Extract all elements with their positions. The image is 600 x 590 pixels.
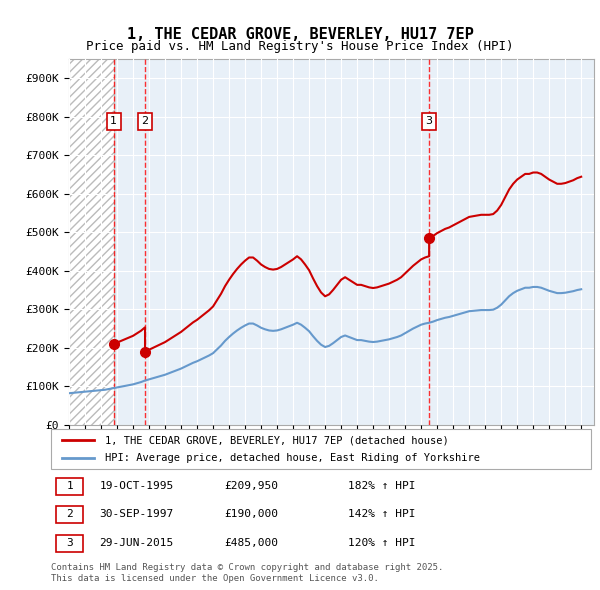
Text: 2: 2 <box>142 116 149 126</box>
Text: 19-OCT-1995: 19-OCT-1995 <box>100 481 174 491</box>
Text: 1: 1 <box>110 116 118 126</box>
Text: Price paid vs. HM Land Registry's House Price Index (HPI): Price paid vs. HM Land Registry's House … <box>86 40 514 53</box>
Text: 1, THE CEDAR GROVE, BEVERLEY, HU17 7EP: 1, THE CEDAR GROVE, BEVERLEY, HU17 7EP <box>127 27 473 41</box>
Text: 2: 2 <box>67 509 73 519</box>
Text: 3: 3 <box>67 538 73 548</box>
Text: 142% ↑ HPI: 142% ↑ HPI <box>348 509 415 519</box>
Text: £485,000: £485,000 <box>224 538 278 548</box>
Text: 182% ↑ HPI: 182% ↑ HPI <box>348 481 415 491</box>
Text: 1, THE CEDAR GROVE, BEVERLEY, HU17 7EP (detached house): 1, THE CEDAR GROVE, BEVERLEY, HU17 7EP (… <box>105 435 449 445</box>
Text: HPI: Average price, detached house, East Riding of Yorkshire: HPI: Average price, detached house, East… <box>105 453 480 463</box>
FancyBboxPatch shape <box>56 506 83 523</box>
Text: £190,000: £190,000 <box>224 509 278 519</box>
Bar <box>69 59 114 425</box>
Text: 120% ↑ HPI: 120% ↑ HPI <box>348 538 415 548</box>
Text: 3: 3 <box>425 116 433 126</box>
Text: 29-JUN-2015: 29-JUN-2015 <box>100 538 174 548</box>
Bar <box>69 59 114 425</box>
Text: 1: 1 <box>67 481 73 491</box>
FancyBboxPatch shape <box>56 535 83 552</box>
Text: 30-SEP-1997: 30-SEP-1997 <box>100 509 174 519</box>
FancyBboxPatch shape <box>56 478 83 495</box>
Text: £209,950: £209,950 <box>224 481 278 491</box>
FancyBboxPatch shape <box>51 429 591 469</box>
Text: Contains HM Land Registry data © Crown copyright and database right 2025.
This d: Contains HM Land Registry data © Crown c… <box>51 563 443 583</box>
